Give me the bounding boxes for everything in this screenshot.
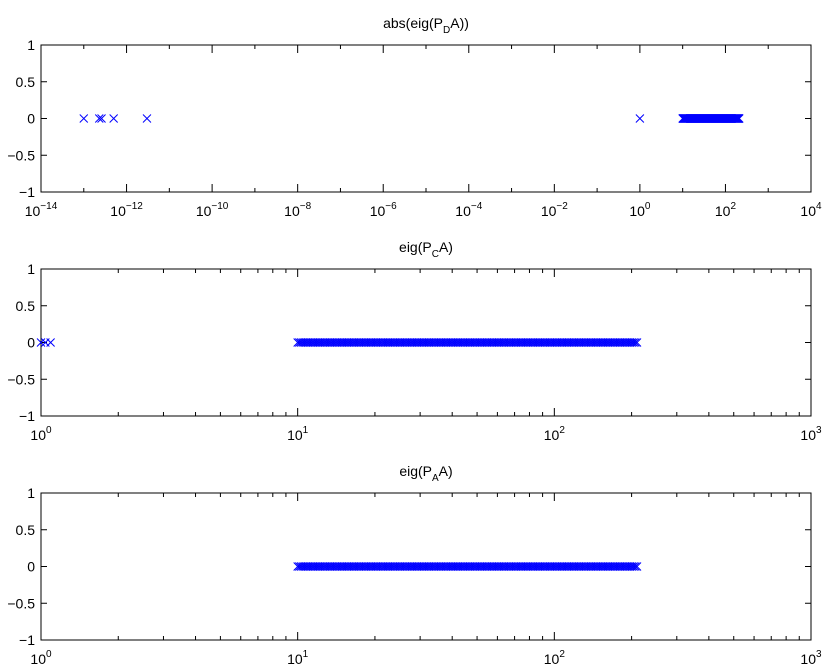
y-tick-label: −0.5 (7, 595, 35, 611)
x-tick-label: 10−2 (541, 201, 568, 219)
subplot-1: abs(eig(PDA)) −1 −0.5 0 0.5 1 10−14 10−12 10−10 1… (7, 15, 822, 219)
data-point (46, 338, 55, 347)
y-tick-label: −1 (19, 632, 35, 648)
chart-title: abs(eig(PDA)) (383, 15, 469, 36)
x-tick-label: 103 (800, 425, 822, 443)
data-point-cluster (632, 562, 642, 571)
data-point (97, 114, 106, 123)
data-point-cluster (632, 338, 642, 347)
y-tick-label: −0.5 (7, 147, 35, 163)
data-point (36, 338, 46, 347)
y-tick-label: −1 (19, 184, 35, 200)
y-tick-label: 0.5 (16, 74, 36, 90)
data-point-cluster (630, 562, 640, 571)
x-tick-label: 101 (287, 649, 309, 666)
x-tick-label: 102 (544, 425, 566, 443)
data-point-cluster (629, 338, 638, 347)
x-tick-label: 102 (544, 649, 566, 666)
x-tick-label: 10−12 (110, 201, 143, 219)
x-tick-label: 10−4 (455, 201, 482, 219)
x-tick-label: 101 (287, 425, 309, 443)
x-tick-label: 100 (629, 201, 651, 219)
x-tick-label: 100 (30, 649, 52, 666)
y-tick-label: 1 (27, 37, 35, 53)
data-point (79, 114, 89, 123)
y-tick-label: 0 (27, 559, 35, 575)
x-tick-label: 103 (800, 649, 822, 666)
x-tick-label: 100 (30, 425, 52, 443)
x-tick-label: 102 (715, 201, 737, 219)
subplot-2: eig(PCA) −1 −0.5 0 0.5 1 100 101 102 103 (7, 239, 822, 443)
y-tick-label: 0.5 (16, 522, 36, 538)
x-tick-label: 104 (800, 201, 822, 219)
y-tick-label: −0.5 (7, 371, 35, 387)
chart-title: eig(PAA) (399, 463, 452, 484)
y-tick-label: 0 (27, 111, 35, 127)
y-tick-label: 0.5 (16, 298, 36, 314)
data-point (635, 114, 645, 123)
y-tick-label: 0 (27, 335, 35, 351)
x-tick-label: 10−6 (370, 201, 397, 219)
data-point-cluster (734, 114, 744, 123)
data-point-cluster (630, 338, 640, 347)
x-tick-label: 10−14 (25, 201, 58, 219)
y-tick-label: 1 (27, 485, 35, 501)
data-point (142, 114, 152, 123)
data-point-cluster (629, 562, 638, 571)
subplot-3: eig(PAA) −1 −0.5 0 0.5 1 100 101 102 103 (7, 463, 822, 666)
y-tick-label: −1 (19, 408, 35, 424)
y-tick-label: 1 (27, 261, 35, 277)
x-tick-label: 10−10 (196, 201, 229, 219)
x-tick-label: 10−8 (284, 201, 311, 219)
chart-title: eig(PCA) (399, 239, 453, 260)
data-point (94, 114, 104, 123)
data-point (109, 114, 119, 123)
